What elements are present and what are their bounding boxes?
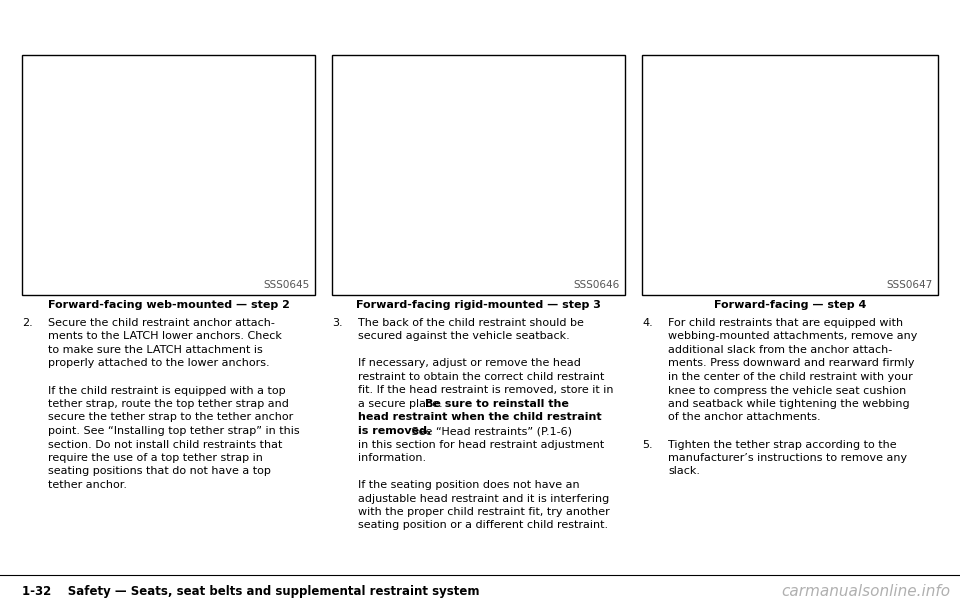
Text: point. See “Installing top tether strap” in this: point. See “Installing top tether strap”… <box>48 426 300 436</box>
Text: 2.: 2. <box>22 318 33 328</box>
Text: Tighten the tether strap according to the: Tighten the tether strap according to th… <box>668 439 897 450</box>
Text: restraint to obtain the correct child restraint: restraint to obtain the correct child re… <box>358 372 605 382</box>
Text: a secure place.: a secure place. <box>358 399 446 409</box>
Text: If necessary, adjust or remove the head: If necessary, adjust or remove the head <box>358 359 581 368</box>
Text: See “Head restraints” (P.1-6): See “Head restraints” (P.1-6) <box>408 426 572 436</box>
Text: tether anchor.: tether anchor. <box>48 480 127 490</box>
Text: secure the tether strap to the tether anchor: secure the tether strap to the tether an… <box>48 412 293 422</box>
Text: fit. If the head restraint is removed, store it in: fit. If the head restraint is removed, s… <box>358 386 613 395</box>
Text: of the anchor attachments.: of the anchor attachments. <box>668 412 821 422</box>
Text: adjustable head restraint and it is interfering: adjustable head restraint and it is inte… <box>358 494 610 503</box>
Text: SSS0645: SSS0645 <box>264 280 310 290</box>
Text: seating position or a different child restraint.: seating position or a different child re… <box>358 521 608 530</box>
Text: 1-32    Safety — Seats, seat belts and supplemental restraint system: 1-32 Safety — Seats, seat belts and supp… <box>22 585 479 599</box>
Text: in the center of the child restraint with your: in the center of the child restraint wit… <box>668 372 913 382</box>
Text: 3.: 3. <box>332 318 343 328</box>
Text: SSS0646: SSS0646 <box>574 280 620 290</box>
Text: Forward-facing rigid-mounted — step 3: Forward-facing rigid-mounted — step 3 <box>356 300 601 310</box>
Text: properly attached to the lower anchors.: properly attached to the lower anchors. <box>48 359 270 368</box>
Text: and seatback while tightening the webbing: and seatback while tightening the webbin… <box>668 399 910 409</box>
Text: section. Do not install child restraints that: section. Do not install child restraints… <box>48 439 282 450</box>
Text: is removed.: is removed. <box>358 426 431 436</box>
Bar <box>642 55 938 295</box>
Text: ments. Press downward and rearward firmly: ments. Press downward and rearward firml… <box>668 359 915 368</box>
Text: information.: information. <box>358 453 426 463</box>
Text: seating positions that do not have a top: seating positions that do not have a top <box>48 467 271 477</box>
Bar <box>22 55 315 295</box>
Text: with the proper child restraint fit, try another: with the proper child restraint fit, try… <box>358 507 610 517</box>
Text: 5.: 5. <box>642 439 653 450</box>
Text: The back of the child restraint should be: The back of the child restraint should b… <box>358 318 584 328</box>
Text: slack.: slack. <box>668 467 700 477</box>
Text: Forward-facing web-mounted — step 2: Forward-facing web-mounted — step 2 <box>48 300 289 310</box>
Bar <box>332 55 625 295</box>
Text: require the use of a top tether strap in: require the use of a top tether strap in <box>48 453 263 463</box>
Text: carmanualsonline.info: carmanualsonline.info <box>780 585 950 599</box>
Text: If the seating position does not have an: If the seating position does not have an <box>358 480 580 490</box>
Text: to make sure the LATCH attachment is: to make sure the LATCH attachment is <box>48 345 263 355</box>
Text: If the child restraint is equipped with a top: If the child restraint is equipped with … <box>48 386 286 395</box>
Text: Forward-facing — step 4: Forward-facing — step 4 <box>714 300 866 310</box>
Text: webbing-mounted attachments, remove any: webbing-mounted attachments, remove any <box>668 332 918 342</box>
Text: tether strap, route the top tether strap and: tether strap, route the top tether strap… <box>48 399 289 409</box>
Text: ments to the LATCH lower anchors. Check: ments to the LATCH lower anchors. Check <box>48 332 282 342</box>
Text: SSS0647: SSS0647 <box>887 280 933 290</box>
Text: additional slack from the anchor attach-: additional slack from the anchor attach- <box>668 345 892 355</box>
Text: secured against the vehicle seatback.: secured against the vehicle seatback. <box>358 332 569 342</box>
Text: Secure the child restraint anchor attach-: Secure the child restraint anchor attach… <box>48 318 275 328</box>
Text: 4.: 4. <box>642 318 653 328</box>
Text: For child restraints that are equipped with: For child restraints that are equipped w… <box>668 318 903 328</box>
Text: in this section for head restraint adjustment: in this section for head restraint adjus… <box>358 439 604 450</box>
Text: manufacturer’s instructions to remove any: manufacturer’s instructions to remove an… <box>668 453 907 463</box>
Text: head restraint when the child restraint: head restraint when the child restraint <box>358 412 602 422</box>
Text: knee to compress the vehicle seat cushion: knee to compress the vehicle seat cushio… <box>668 386 906 395</box>
Text: Be sure to reinstall the: Be sure to reinstall the <box>424 399 568 409</box>
